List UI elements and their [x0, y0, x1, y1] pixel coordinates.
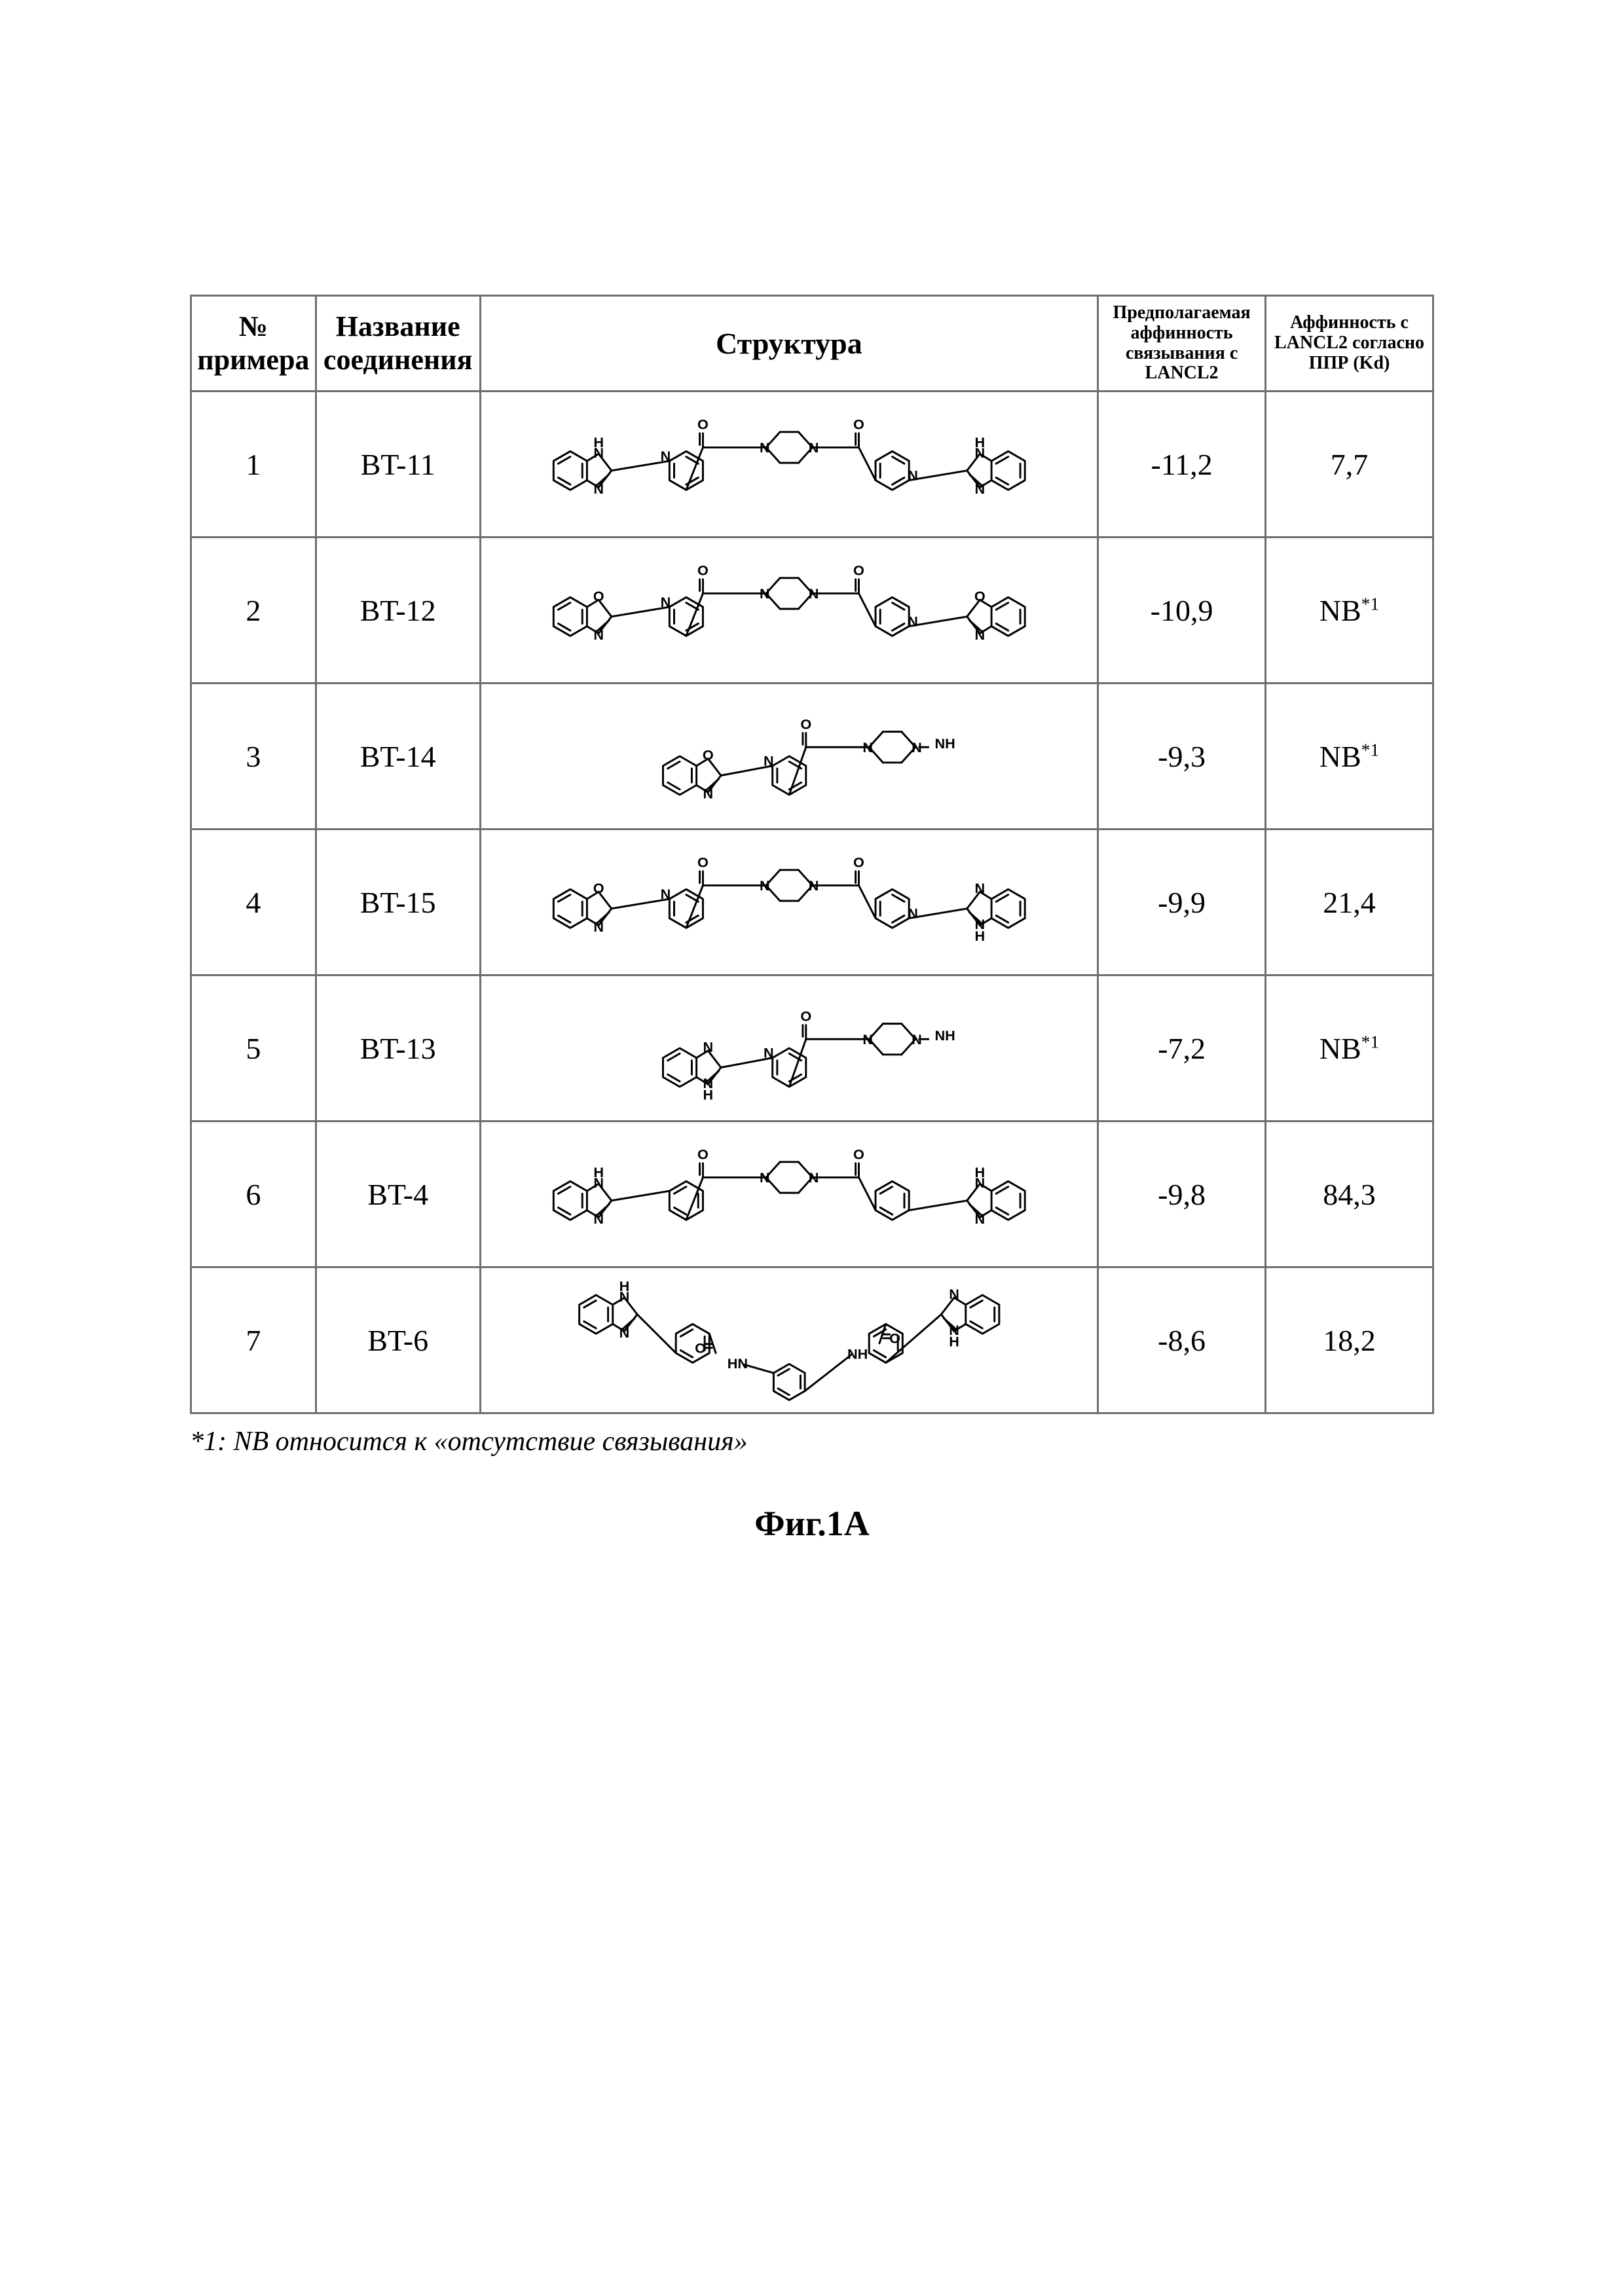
- cell-predicted-affinity: -9,9: [1098, 829, 1266, 975]
- cell-predicted-affinity: -7,2: [1098, 975, 1266, 1121]
- svg-text:N: N: [974, 1175, 985, 1191]
- svg-text:O: O: [974, 588, 986, 604]
- cell-compound-name: BT-12: [316, 538, 480, 683]
- cell-compound-name: BT-15: [316, 829, 480, 975]
- cell-spr-affinity: 84,3: [1266, 1121, 1433, 1267]
- cell-compound-name: BT-11: [316, 392, 480, 538]
- cell-spr-affinity: NB*1: [1266, 538, 1433, 683]
- svg-text:HN: HN: [727, 1355, 747, 1372]
- svg-text:O: O: [853, 854, 864, 871]
- svg-text:H: H: [974, 928, 985, 944]
- cell-predicted-affinity: -10,9: [1098, 538, 1266, 683]
- cell-structure: ONNONNNH: [480, 683, 1098, 829]
- cell-spr-affinity: 18,2: [1266, 1267, 1433, 1413]
- svg-text:N: N: [593, 1211, 604, 1227]
- table-row: 5BT-13 NNHNONNNH-7,2NB*1: [191, 975, 1433, 1121]
- svg-text:O: O: [703, 747, 714, 763]
- svg-text:O: O: [697, 416, 709, 433]
- cell-predicted-affinity: -11,2: [1098, 392, 1266, 538]
- table-row: 2BT-12 ONONNNOONN-10,9NB*1: [191, 538, 1433, 683]
- svg-text:N: N: [619, 1288, 629, 1305]
- cell-predicted-affinity: -9,3: [1098, 683, 1266, 829]
- svg-text:O: O: [593, 588, 604, 604]
- header-aff2: Аффинность с LANCL2 согласно ППР (Kd): [1266, 296, 1433, 392]
- table-row: 7BT-6 HNNNNHOOHNNH-8,618,2: [191, 1267, 1433, 1413]
- table-row: 4BT-15 ONNNHNNOONN-9,921,4: [191, 829, 1433, 975]
- cell-spr-affinity: NB*1: [1266, 975, 1433, 1121]
- compound-table: № примера Название соединения Структура …: [190, 295, 1434, 1414]
- svg-text:N: N: [593, 919, 604, 935]
- svg-text:NH: NH: [847, 1346, 868, 1362]
- cell-structure: HNNHNNNNOONN: [480, 392, 1098, 538]
- table-row: 6BT-4 HNNHNNOONN-9,884,3: [191, 1121, 1433, 1267]
- cell-example-num: 1: [191, 392, 316, 538]
- svg-text:N: N: [593, 1175, 604, 1191]
- svg-text:N: N: [593, 481, 604, 497]
- svg-text:N: N: [703, 786, 713, 802]
- footnote: *1: NB относится к «отсутствие связывани…: [190, 1426, 1434, 1457]
- svg-text:O: O: [695, 1340, 706, 1357]
- cell-example-num: 7: [191, 1267, 316, 1413]
- svg-text:O: O: [853, 562, 864, 579]
- header-num: № примера: [191, 296, 316, 392]
- svg-text:N: N: [949, 1286, 959, 1302]
- figure-caption: Фиг.1A: [190, 1503, 1434, 1544]
- cell-example-num: 6: [191, 1121, 316, 1267]
- svg-text:O: O: [853, 1146, 864, 1163]
- svg-text:O: O: [697, 854, 709, 871]
- svg-text:O: O: [853, 416, 864, 433]
- header-aff1: Предполагаемая аффинность связывания с L…: [1098, 296, 1266, 392]
- cell-structure: ONONNNOONN: [480, 538, 1098, 683]
- svg-text:N: N: [974, 1211, 985, 1227]
- svg-text:N: N: [593, 445, 604, 461]
- svg-text:NH: NH: [934, 1027, 955, 1044]
- cell-predicted-affinity: -9,8: [1098, 1121, 1266, 1267]
- cell-predicted-affinity: -8,6: [1098, 1267, 1266, 1413]
- svg-text:O: O: [889, 1330, 900, 1347]
- svg-text:N: N: [703, 1039, 713, 1055]
- svg-text:O: O: [697, 1146, 709, 1163]
- svg-text:O: O: [800, 716, 811, 733]
- cell-compound-name: BT-13: [316, 975, 480, 1121]
- svg-text:O: O: [800, 1008, 811, 1025]
- table-row: 1BT-11 HNNHNNNNOONN-11,27,7: [191, 392, 1433, 538]
- cell-spr-affinity: 21,4: [1266, 829, 1433, 975]
- svg-text:O: O: [697, 562, 709, 579]
- cell-compound-name: BT-6: [316, 1267, 480, 1413]
- header-name: Название соединения: [316, 296, 480, 392]
- table-header-row: № примера Название соединения Структура …: [191, 296, 1433, 392]
- cell-spr-affinity: NB*1: [1266, 683, 1433, 829]
- cell-example-num: 4: [191, 829, 316, 975]
- svg-text:N: N: [974, 445, 985, 461]
- header-struct: Структура: [480, 296, 1098, 392]
- svg-text:N: N: [974, 880, 985, 896]
- svg-text:N: N: [974, 627, 985, 643]
- svg-text:N: N: [974, 481, 985, 497]
- table-row: 3BT-14 ONNONNNH-9,3NB*1: [191, 683, 1433, 829]
- cell-spr-affinity: 7,7: [1266, 392, 1433, 538]
- cell-structure: HNNNNHOOHNNH: [480, 1267, 1098, 1413]
- svg-text:H: H: [703, 1087, 713, 1103]
- svg-text:H: H: [949, 1334, 959, 1350]
- svg-text:NH: NH: [934, 735, 955, 752]
- cell-structure: ONNNHNNOONN: [480, 829, 1098, 975]
- svg-text:O: O: [593, 880, 604, 896]
- cell-compound-name: BT-4: [316, 1121, 480, 1267]
- cell-example-num: 3: [191, 683, 316, 829]
- cell-compound-name: BT-14: [316, 683, 480, 829]
- svg-text:N: N: [619, 1324, 629, 1341]
- cell-example-num: 5: [191, 975, 316, 1121]
- cell-structure: HNNHNNOONN: [480, 1121, 1098, 1267]
- svg-text:N: N: [593, 627, 604, 643]
- cell-example-num: 2: [191, 538, 316, 683]
- cell-structure: NNHNONNNH: [480, 975, 1098, 1121]
